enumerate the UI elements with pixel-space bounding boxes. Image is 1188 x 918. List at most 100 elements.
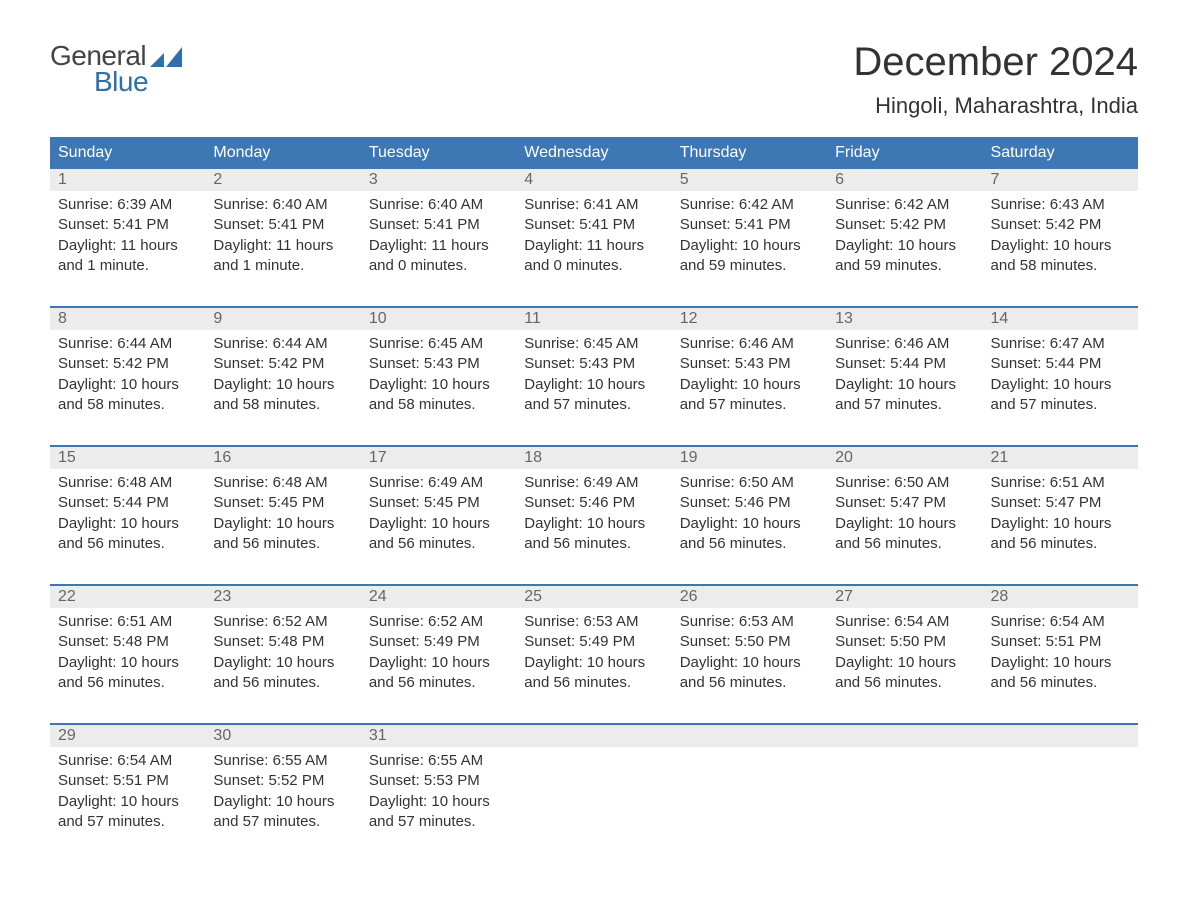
title-block: December 2024 Hingoli, Maharashtra, Indi… xyxy=(853,40,1138,119)
day-number: 30 xyxy=(205,725,360,747)
daylight-text-line2: and 58 minutes. xyxy=(213,395,352,415)
daylight-text-line2: and 57 minutes. xyxy=(835,395,974,415)
sunset-text: Sunset: 5:50 PM xyxy=(835,632,974,652)
day-details xyxy=(983,747,1138,765)
weekday-header: Saturday xyxy=(983,137,1138,169)
day-details: Sunrise: 6:49 AMSunset: 5:45 PMDaylight:… xyxy=(361,469,516,568)
sunset-text: Sunset: 5:50 PM xyxy=(680,632,819,652)
sunrise-text: Sunrise: 6:55 AM xyxy=(369,751,508,771)
daylight-text-line1: Daylight: 10 hours xyxy=(835,375,974,395)
calendar-day: 16Sunrise: 6:48 AMSunset: 5:45 PMDayligh… xyxy=(205,447,360,568)
daylight-text-line2: and 56 minutes. xyxy=(213,673,352,693)
daylight-text-line2: and 57 minutes. xyxy=(680,395,819,415)
sunset-text: Sunset: 5:43 PM xyxy=(680,354,819,374)
calendar-day: 15Sunrise: 6:48 AMSunset: 5:44 PMDayligh… xyxy=(50,447,205,568)
day-details: Sunrise: 6:51 AMSunset: 5:48 PMDaylight:… xyxy=(50,608,205,707)
calendar-day: 6Sunrise: 6:42 AMSunset: 5:42 PMDaylight… xyxy=(827,169,982,290)
day-details: Sunrise: 6:50 AMSunset: 5:46 PMDaylight:… xyxy=(672,469,827,568)
sunset-text: Sunset: 5:48 PM xyxy=(58,632,197,652)
day-number: 1 xyxy=(50,169,205,191)
calendar-day: 31Sunrise: 6:55 AMSunset: 5:53 PMDayligh… xyxy=(361,725,516,846)
sunrise-text: Sunrise: 6:43 AM xyxy=(991,195,1130,215)
sunset-text: Sunset: 5:49 PM xyxy=(524,632,663,652)
daylight-text-line1: Daylight: 10 hours xyxy=(680,653,819,673)
day-details: Sunrise: 6:45 AMSunset: 5:43 PMDaylight:… xyxy=(361,330,516,429)
sunset-text: Sunset: 5:47 PM xyxy=(991,493,1130,513)
daylight-text-line1: Daylight: 10 hours xyxy=(58,375,197,395)
calendar-day: . xyxy=(827,725,982,846)
sunrise-text: Sunrise: 6:51 AM xyxy=(58,612,197,632)
day-details: Sunrise: 6:40 AMSunset: 5:41 PMDaylight:… xyxy=(361,191,516,290)
day-details: Sunrise: 6:46 AMSunset: 5:44 PMDaylight:… xyxy=(827,330,982,429)
daylight-text-line2: and 56 minutes. xyxy=(835,673,974,693)
calendar-day: 25Sunrise: 6:53 AMSunset: 5:49 PMDayligh… xyxy=(516,586,671,707)
calendar-day: 10Sunrise: 6:45 AMSunset: 5:43 PMDayligh… xyxy=(361,308,516,429)
day-details xyxy=(672,747,827,765)
calendar-week: 1Sunrise: 6:39 AMSunset: 5:41 PMDaylight… xyxy=(50,169,1138,290)
daylight-text-line1: Daylight: 10 hours xyxy=(835,236,974,256)
day-number: 28 xyxy=(983,586,1138,608)
calendar-day: 24Sunrise: 6:52 AMSunset: 5:49 PMDayligh… xyxy=(361,586,516,707)
sunrise-text: Sunrise: 6:48 AM xyxy=(213,473,352,493)
sunrise-text: Sunrise: 6:45 AM xyxy=(524,334,663,354)
daylight-text-line1: Daylight: 11 hours xyxy=(369,236,508,256)
sunrise-text: Sunrise: 6:52 AM xyxy=(369,612,508,632)
daylight-text-line1: Daylight: 11 hours xyxy=(213,236,352,256)
daylight-text-line1: Daylight: 10 hours xyxy=(213,514,352,534)
daylight-text-line2: and 57 minutes. xyxy=(991,395,1130,415)
daylight-text-line1: Daylight: 10 hours xyxy=(213,792,352,812)
calendar-day: 17Sunrise: 6:49 AMSunset: 5:45 PMDayligh… xyxy=(361,447,516,568)
day-details xyxy=(516,747,671,765)
sunset-text: Sunset: 5:46 PM xyxy=(680,493,819,513)
sunset-text: Sunset: 5:45 PM xyxy=(369,493,508,513)
day-number: 14 xyxy=(983,308,1138,330)
sunrise-text: Sunrise: 6:40 AM xyxy=(213,195,352,215)
day-number: 19 xyxy=(672,447,827,469)
sunset-text: Sunset: 5:41 PM xyxy=(369,215,508,235)
sunrise-text: Sunrise: 6:55 AM xyxy=(213,751,352,771)
sunset-text: Sunset: 5:51 PM xyxy=(991,632,1130,652)
weekday-header-row: Sunday Monday Tuesday Wednesday Thursday… xyxy=(50,137,1138,169)
daylight-text-line1: Daylight: 10 hours xyxy=(58,653,197,673)
daylight-text-line1: Daylight: 10 hours xyxy=(524,653,663,673)
daylight-text-line1: Daylight: 10 hours xyxy=(213,653,352,673)
day-details: Sunrise: 6:39 AMSunset: 5:41 PMDaylight:… xyxy=(50,191,205,290)
daylight-text-line1: Daylight: 10 hours xyxy=(213,375,352,395)
day-number: 31 xyxy=(361,725,516,747)
day-number: . xyxy=(516,725,671,747)
daylight-text-line1: Daylight: 10 hours xyxy=(680,375,819,395)
calendar-day: 13Sunrise: 6:46 AMSunset: 5:44 PMDayligh… xyxy=(827,308,982,429)
sunset-text: Sunset: 5:41 PM xyxy=(213,215,352,235)
day-number: 16 xyxy=(205,447,360,469)
sunset-text: Sunset: 5:42 PM xyxy=(58,354,197,374)
weekday-header: Thursday xyxy=(672,137,827,169)
sunrise-text: Sunrise: 6:52 AM xyxy=(213,612,352,632)
sunrise-text: Sunrise: 6:49 AM xyxy=(524,473,663,493)
calendar-day: 11Sunrise: 6:45 AMSunset: 5:43 PMDayligh… xyxy=(516,308,671,429)
daylight-text-line2: and 58 minutes. xyxy=(58,395,197,415)
sunset-text: Sunset: 5:41 PM xyxy=(58,215,197,235)
day-number: 24 xyxy=(361,586,516,608)
calendar-day: 9Sunrise: 6:44 AMSunset: 5:42 PMDaylight… xyxy=(205,308,360,429)
sunset-text: Sunset: 5:42 PM xyxy=(991,215,1130,235)
day-details: Sunrise: 6:47 AMSunset: 5:44 PMDaylight:… xyxy=(983,330,1138,429)
day-number: 12 xyxy=(672,308,827,330)
daylight-text-line1: Daylight: 10 hours xyxy=(680,514,819,534)
sunrise-text: Sunrise: 6:49 AM xyxy=(369,473,508,493)
day-number: 10 xyxy=(361,308,516,330)
day-details: Sunrise: 6:40 AMSunset: 5:41 PMDaylight:… xyxy=(205,191,360,290)
day-number: 23 xyxy=(205,586,360,608)
sunrise-text: Sunrise: 6:39 AM xyxy=(58,195,197,215)
day-number: 17 xyxy=(361,447,516,469)
daylight-text-line2: and 56 minutes. xyxy=(369,534,508,554)
calendar-day: 23Sunrise: 6:52 AMSunset: 5:48 PMDayligh… xyxy=(205,586,360,707)
day-details: Sunrise: 6:46 AMSunset: 5:43 PMDaylight:… xyxy=(672,330,827,429)
day-details: Sunrise: 6:51 AMSunset: 5:47 PMDaylight:… xyxy=(983,469,1138,568)
daylight-text-line2: and 59 minutes. xyxy=(680,256,819,276)
sunset-text: Sunset: 5:52 PM xyxy=(213,771,352,791)
daylight-text-line2: and 57 minutes. xyxy=(524,395,663,415)
day-number: 27 xyxy=(827,586,982,608)
sunset-text: Sunset: 5:46 PM xyxy=(524,493,663,513)
calendar-day: 4Sunrise: 6:41 AMSunset: 5:41 PMDaylight… xyxy=(516,169,671,290)
calendar-day: 12Sunrise: 6:46 AMSunset: 5:43 PMDayligh… xyxy=(672,308,827,429)
